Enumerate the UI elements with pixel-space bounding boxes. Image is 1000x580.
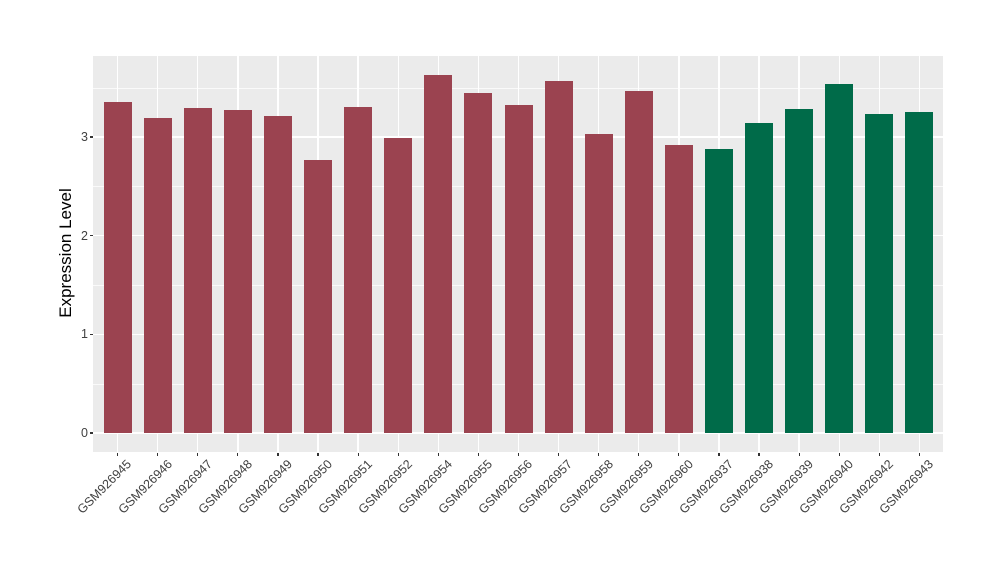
x-tick-mark [878,452,880,456]
bar-gsm926942 [865,114,894,433]
y-tick-mark [89,136,93,138]
x-tick-mark [558,452,560,456]
bar-gsm926949 [264,116,292,433]
bar-gsm926939 [785,109,814,433]
bar-gsm926950 [304,159,333,433]
x-tick-mark [397,452,399,456]
x-tick-mark [237,452,239,456]
x-tick-mark [598,452,600,456]
bar-gsm926952 [384,138,413,433]
x-tick-mark [437,452,439,456]
bar-gsm926959 [624,90,653,433]
bar-gsm926960 [664,144,693,433]
y-axis-title: Expression Level [56,188,75,318]
bar-gsm926945 [103,101,132,433]
x-tick-mark [117,452,119,456]
x-tick-mark [758,452,760,456]
bar-gsm926957 [544,80,573,433]
x-tick-mark [918,452,920,456]
bar-gsm926940 [825,83,854,433]
bar-gsm926943 [905,112,934,433]
x-tick-mark [678,452,680,456]
x-tick-mark [317,452,319,456]
x-tick-mark [798,452,800,456]
bar-gsm926947 [183,108,212,433]
y-tick-label: 0 [81,426,88,440]
bar-gsm926951 [344,107,373,433]
bar-gsm926955 [464,92,493,433]
bar-gsm926946 [143,118,172,433]
y-tick-label: 3 [81,130,88,144]
x-tick-mark [838,452,840,456]
x-tick-mark [277,452,279,456]
y-tick-label: 1 [81,327,88,342]
bar-gsm926958 [584,134,613,433]
x-tick-mark [638,452,640,456]
bar-gsm926938 [745,123,773,433]
x-tick-mark [357,452,359,456]
y-tick-mark [89,432,93,434]
bar-gsm926948 [223,110,252,433]
y-tick-label: 2 [81,228,88,243]
x-tick-mark [157,452,159,456]
bar-gsm926937 [705,148,733,433]
bar-gsm926954 [424,74,453,433]
x-tick-mark [197,452,199,456]
plot-panel [93,56,943,452]
y-tick-mark [89,333,93,335]
x-tick-mark [517,452,520,456]
bar-gsm926956 [504,105,533,433]
x-tick-mark [477,452,479,456]
x-tick-mark [718,452,720,456]
y-tick-mark [89,235,93,237]
